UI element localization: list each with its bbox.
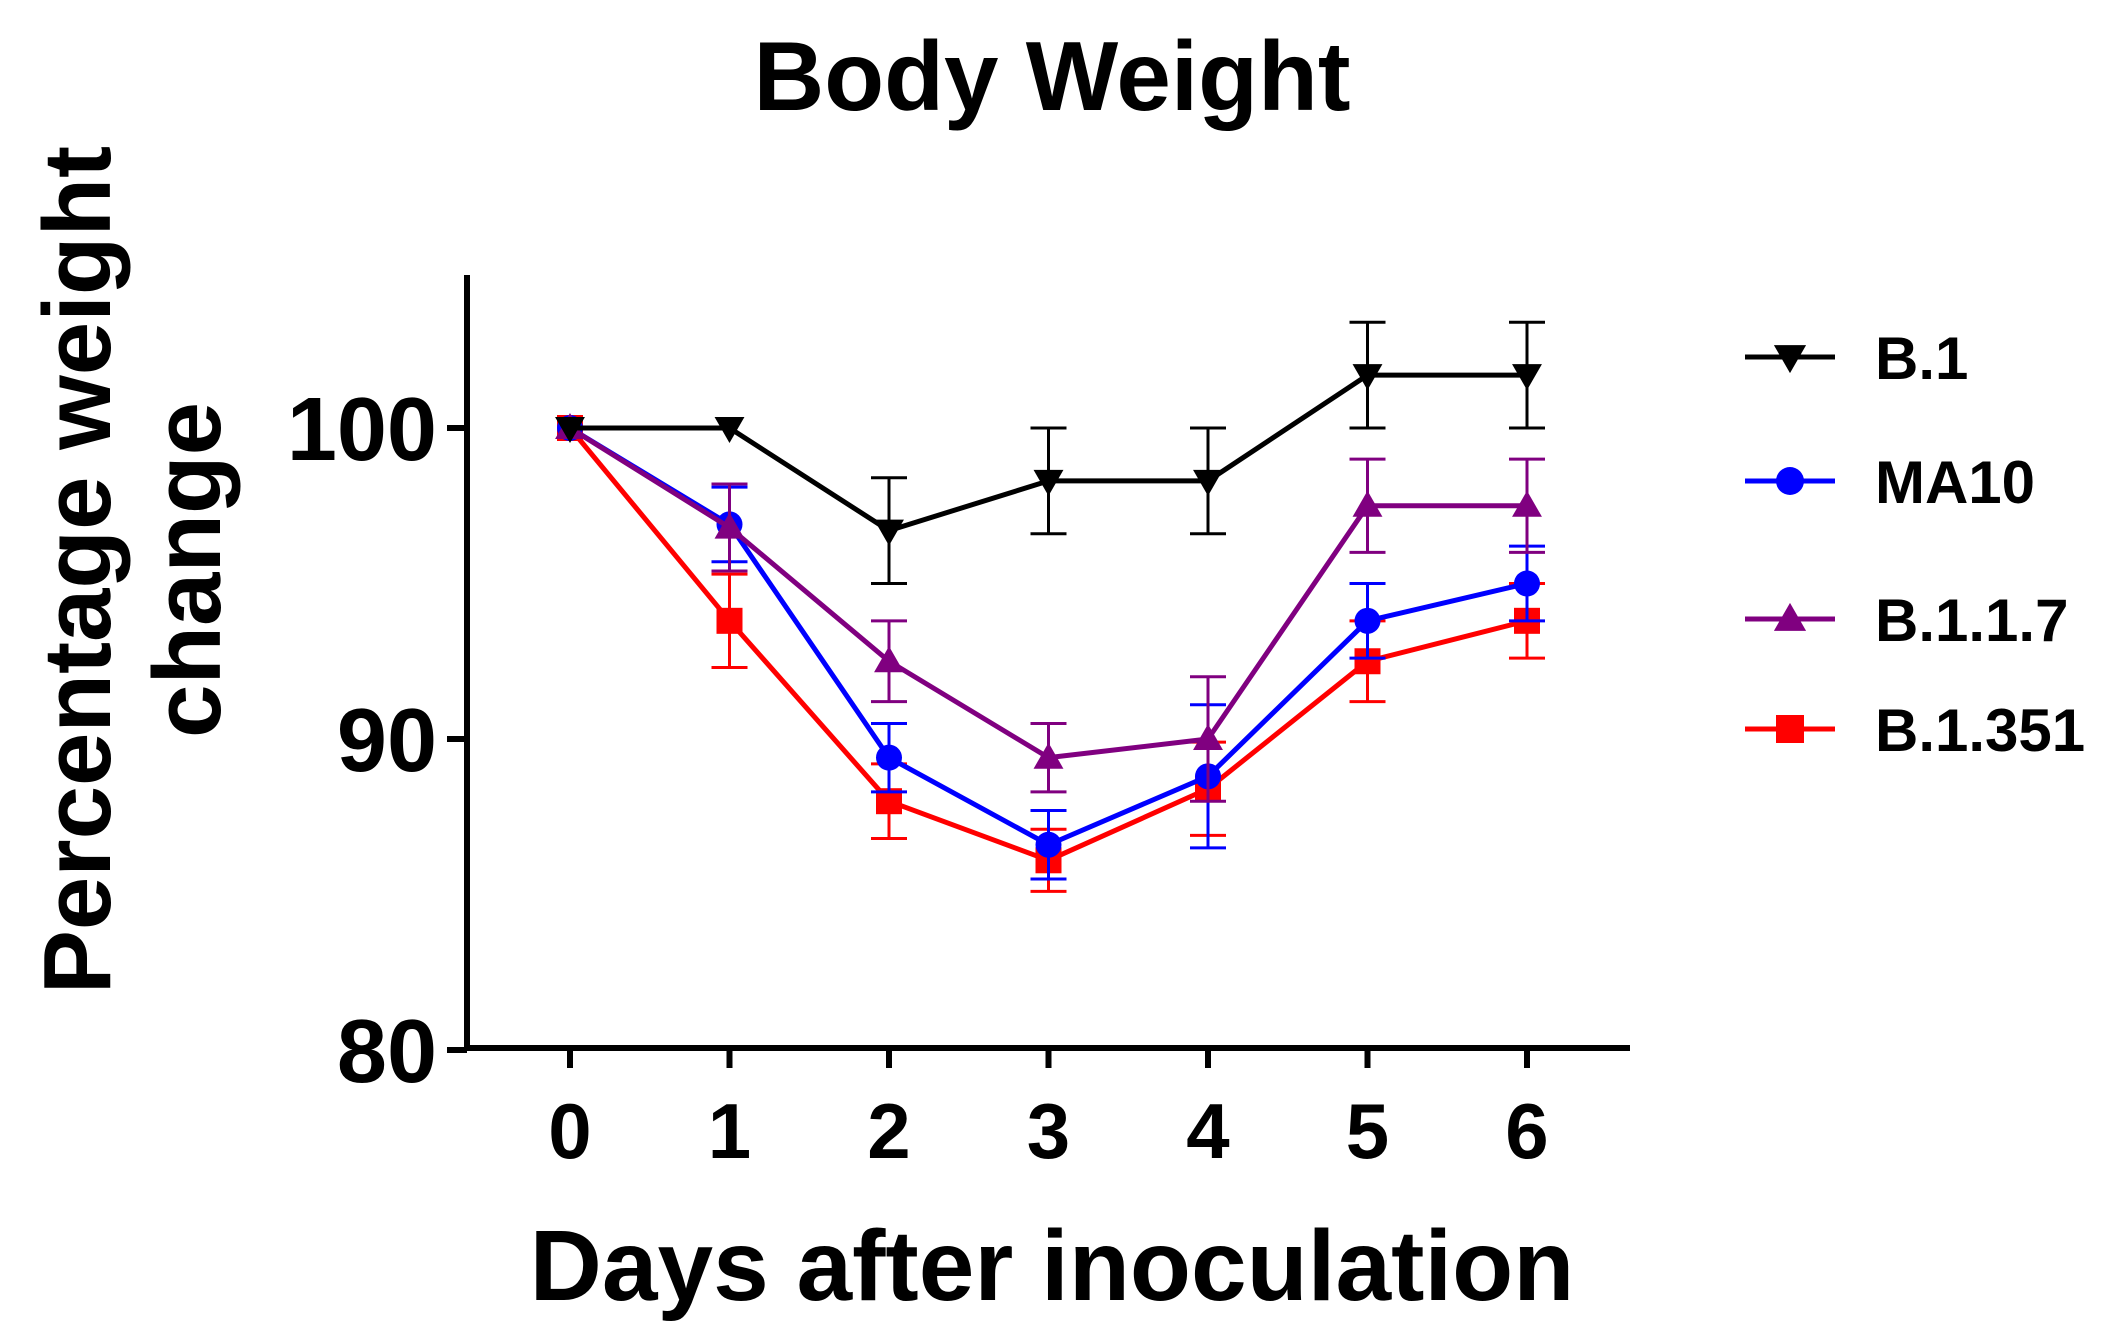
y-tick-label-90: 90 [337,691,437,791]
point-ma10-day-5 [1354,607,1381,634]
axes: 80 90 100 0 1 2 3 4 5 6 [287,275,1630,1175]
legend-label-b-1: B.1 [1875,325,1968,392]
x-tick-label-5: 5 [1346,1087,1389,1175]
point-b-1-day-4 [1193,469,1223,496]
point-b-1-day-2 [874,519,904,546]
legend-marker-b-1-1-7 [1773,602,1807,631]
y-axis-label-line-2: change [134,402,241,738]
legend-marker-b-1 [1773,345,1807,374]
point-b-1-1-7-day-6 [1512,490,1542,517]
point-b-1-1-7-day-1 [714,512,745,539]
point-ma10-day-2 [876,744,902,771]
legend-item-b-1-351: B.1.351 [1745,697,2085,764]
legend-label-ma10: MA10 [1875,449,2035,516]
point-ma10-day-6 [1514,570,1540,597]
y-tick-label-80: 80 [337,1002,437,1102]
point-b-1-day-3 [1033,469,1064,496]
legend-item-b-1-1-7: B.1.1.7 [1745,587,2068,654]
x-tick-label-1: 1 [708,1087,751,1175]
chart-title: Body Weight [753,21,1350,131]
legend-marker-b-1-351 [1776,715,1804,743]
point-ma10-day-3 [1035,831,1062,858]
x-axis-label: Days after inoculation [530,1210,1575,1322]
legend: B.1 MA10 B.1.1.7 B.1.351 [1745,325,2085,764]
point-b-1-day-5 [1352,364,1383,391]
x-tick-label-3: 3 [1027,1087,1070,1175]
legend-item-b-1: B.1 [1745,325,1968,392]
x-tick-label-4: 4 [1186,1087,1229,1175]
point-b-1-1-7-day-2 [874,646,904,673]
point-b-1-day-1 [714,416,745,443]
y-tick-label-100: 100 [287,380,437,480]
x-tick-label-2: 2 [867,1087,910,1175]
point-b-1-1-7-day-3 [1033,742,1064,769]
legend-label-b-1-351: B.1.351 [1875,697,2085,764]
series-b-1 [555,320,1545,585]
point-b-1-1-7-day-5 [1352,490,1383,517]
point-b-1-day-0 [555,416,585,443]
point-b-1-day-6 [1512,364,1542,391]
legend-item-ma10: MA10 [1745,449,2035,516]
y-axis-label-line-1: Percentage weight [24,146,131,994]
point-b-1-1-7-day-4 [1193,724,1223,751]
legend-label-b-1-1-7: B.1.1.7 [1875,587,2068,654]
series-b-1-1-7 [555,413,1545,803]
legend-marker-ma10 [1776,467,1804,495]
plot-area [555,320,1545,893]
point-b-1-351-day-1 [716,607,743,634]
x-tick-label-0: 0 [548,1087,591,1175]
x-tick-label-6: 6 [1505,1087,1548,1175]
